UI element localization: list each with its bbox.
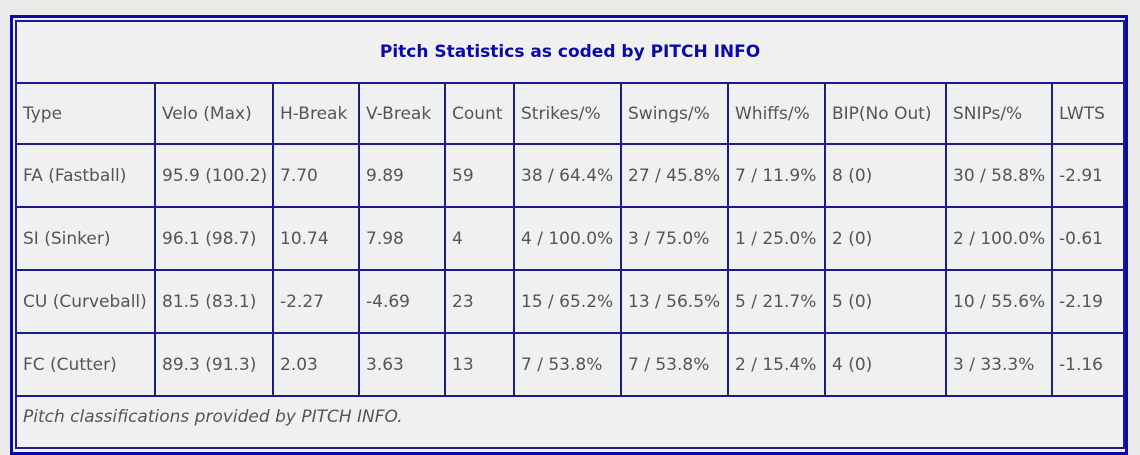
table-cell: 3 / 75.0%: [620, 206, 729, 271]
table-cell: 10.74: [272, 206, 360, 271]
table-cell: 5 (0): [824, 269, 947, 334]
table-cell: 7 / 53.8%: [513, 332, 622, 397]
table-cell: 23: [444, 269, 515, 334]
column-header: SNIPs/%: [945, 82, 1053, 145]
table-cell: 13 / 56.5%: [620, 269, 729, 334]
footnote: Pitch classifications provided by PITCH …: [14, 395, 1126, 449]
table-row: FC (Cutter) 89.3 (91.3) 2.03 3.63 13 7 / 53.8…: [15, 332, 1126, 397]
column-header: Swings/%: [620, 82, 729, 145]
table-cell: 8 (0): [824, 143, 947, 208]
table-cell: 7.98: [358, 206, 446, 271]
table-cell: 81.5 (83.1): [154, 269, 274, 334]
table-cell: 89.3 (91.3): [154, 332, 274, 397]
header-row: Type Velo (Max) H-Break V-Break Count Strikes…: [15, 82, 1126, 145]
table-cell: 7 / 53.8%: [620, 332, 729, 397]
table-cell: -2.27: [272, 269, 360, 334]
column-header: Velo (Max): [154, 82, 274, 145]
table-cell: 9.89: [358, 143, 446, 208]
column-header: V-Break: [358, 82, 446, 145]
column-header: Whiffs/%: [727, 82, 826, 145]
table-row: FA (Fastball) 95.9 (100.2) 7.70 9.89 59 38 / …: [15, 143, 1126, 208]
table-cell: -2.91: [1050, 143, 1126, 208]
table-cell: 4 / 100.0%: [513, 206, 622, 271]
table-cell: 2.03: [272, 332, 360, 397]
column-header: H-Break: [272, 82, 360, 145]
table-cell: 59: [444, 143, 515, 208]
table-row: CU (Curveball) 81.5 (83.1) -2.27 -4.69 23 15 …: [15, 269, 1126, 334]
table-cell: FA (Fastball): [15, 143, 156, 208]
table-cell: 7.70: [272, 143, 360, 208]
table-cell: 38 / 64.4%: [513, 143, 622, 208]
column-header: LWTS: [1050, 82, 1126, 145]
table-cell: 3 / 33.3%: [945, 332, 1053, 397]
column-header: BIP(No Out): [824, 82, 947, 145]
table-cell: -4.69: [358, 269, 446, 334]
table-cell: CU (Curveball): [15, 269, 156, 334]
table-cell: 1 / 25.0%: [727, 206, 826, 271]
table-cell: 2 / 15.4%: [727, 332, 826, 397]
pitch-stats-frame: Pitch Statistics as coded by PITCH INFO …: [10, 15, 1128, 455]
table-cell: SI (Sinker): [15, 206, 156, 271]
table-cell: 13: [444, 332, 515, 397]
table-cell: -0.61: [1050, 206, 1126, 271]
table-cell: 2 / 100.0%: [945, 206, 1053, 271]
table-cell: 3.63: [358, 332, 446, 397]
table-cell: 7 / 11.9%: [727, 143, 826, 208]
table-cell: -2.19: [1050, 269, 1126, 334]
table-cell: 27 / 45.8%: [620, 143, 729, 208]
table-cell: FC (Cutter): [15, 332, 156, 397]
table-cell: -1.16: [1050, 332, 1126, 397]
table-title: Pitch Statistics as coded by PITCH INFO: [14, 20, 1126, 84]
table-cell: 4: [444, 206, 515, 271]
table-row: SI (Sinker) 96.1 (98.7) 10.74 7.98 4 4 / 100.…: [15, 206, 1126, 271]
table-cell: 95.9 (100.2): [154, 143, 274, 208]
table-cell: 10 / 55.6%: [945, 269, 1053, 334]
pitch-stats-table: Pitch Statistics as coded by PITCH INFO …: [14, 20, 1126, 449]
table-cell: 96.1 (98.7): [154, 206, 274, 271]
table-cell: 2 (0): [824, 206, 947, 271]
footnote-row: Pitch classifications provided by PITCH …: [14, 395, 1126, 449]
table-cell: 5 / 21.7%: [727, 269, 826, 334]
table-cell: 15 / 65.2%: [513, 269, 622, 334]
table-cell: 30 / 58.8%: [945, 143, 1053, 208]
column-header: Count: [444, 82, 515, 145]
column-header: Strikes/%: [513, 82, 622, 145]
table-cell: 4 (0): [824, 332, 947, 397]
column-header: Type: [15, 82, 156, 145]
